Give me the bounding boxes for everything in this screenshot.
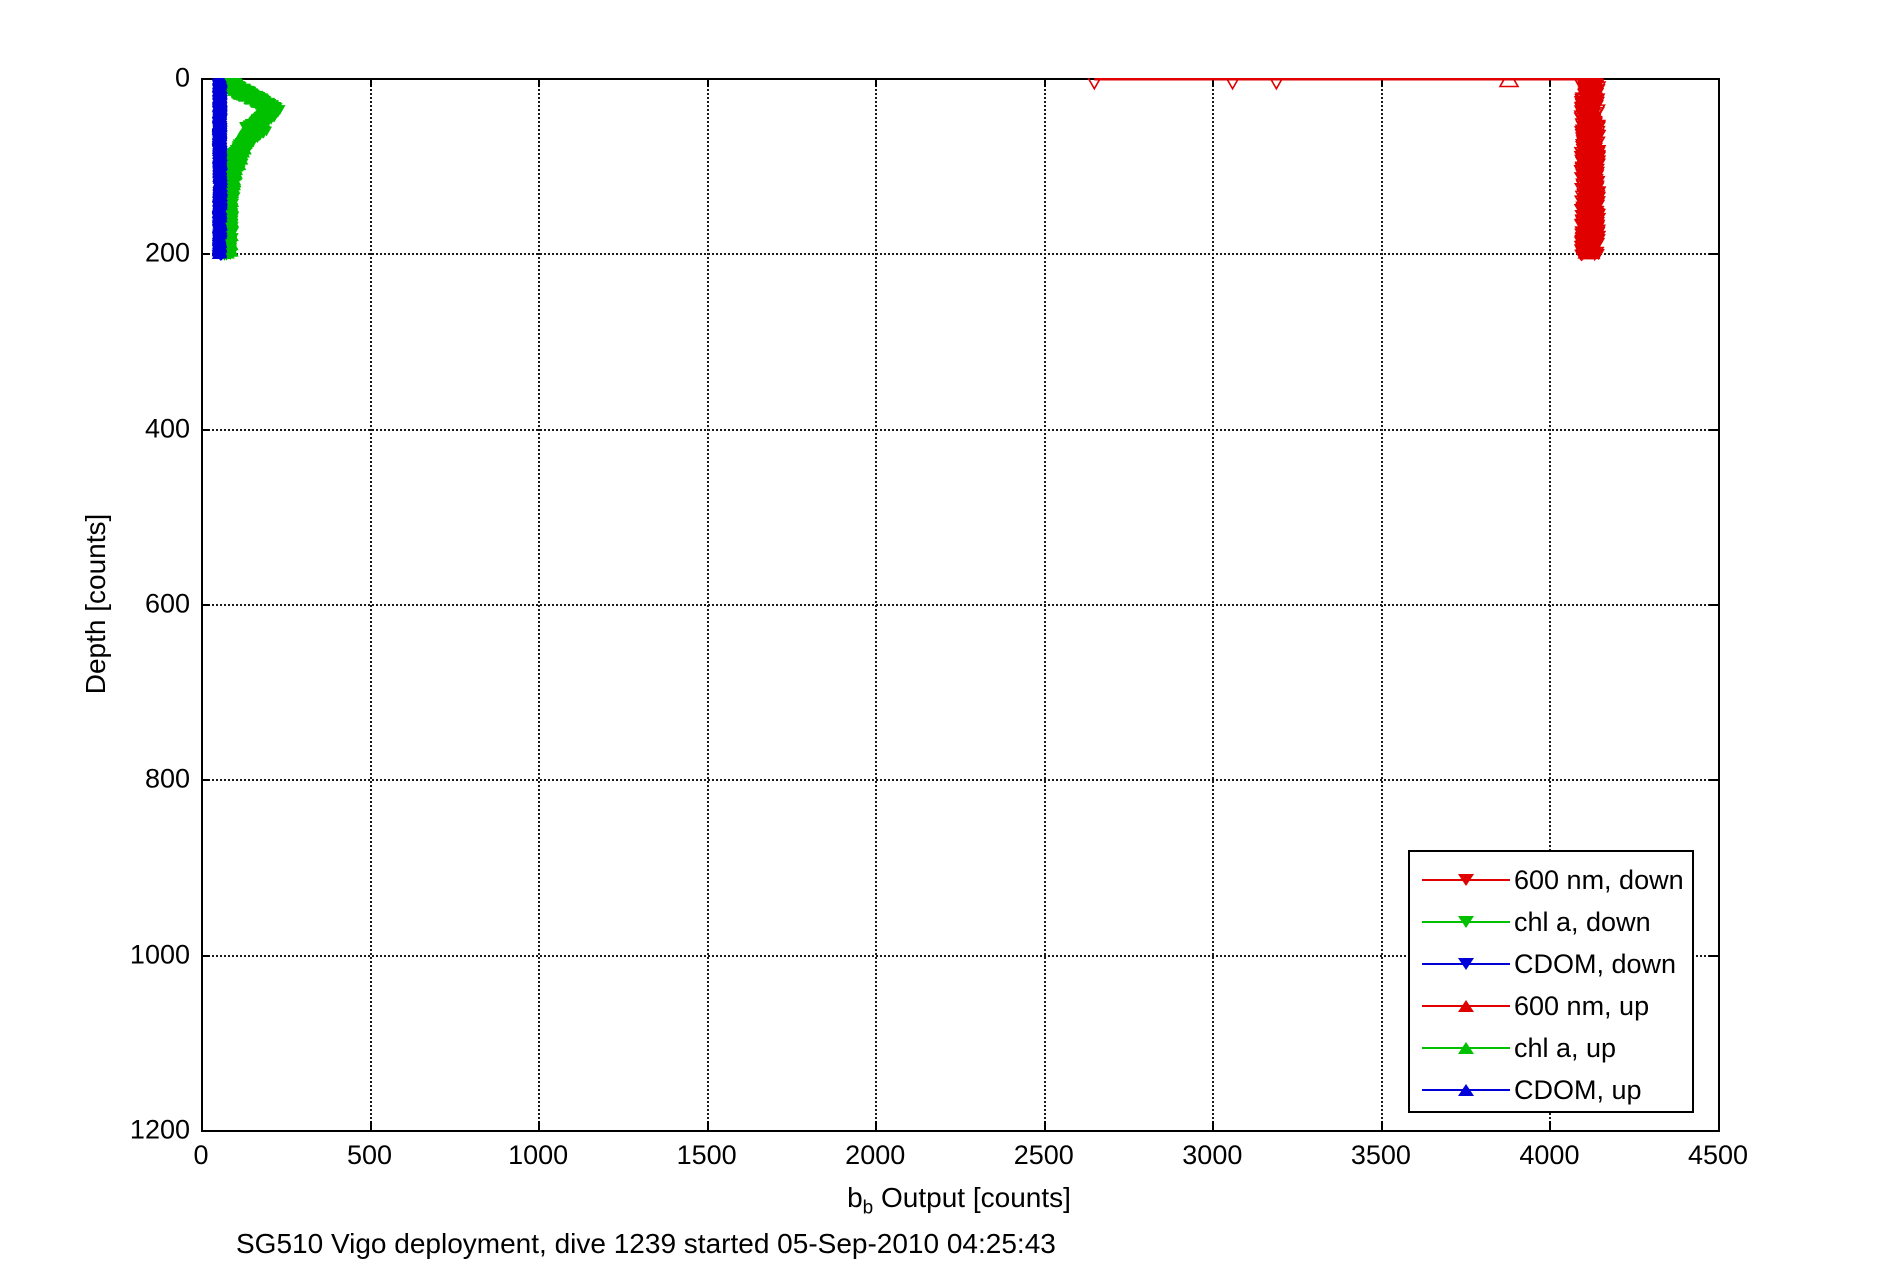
series-cdom-up <box>211 78 229 260</box>
x-tick-mark-top <box>201 78 203 87</box>
y-tick-label: 1200 <box>129 1114 190 1145</box>
legend-sample-triangle-down <box>1418 907 1514 937</box>
y-tick-mark <box>201 78 210 80</box>
x-axis-label-main: Output [counts] <box>881 1182 1071 1213</box>
y-tick-label: 400 <box>144 413 190 444</box>
y-tick-label: 0 <box>174 62 190 93</box>
y-tick-label: 1000 <box>129 939 190 970</box>
y-tick-mark-right <box>1709 428 1718 431</box>
plot-right-spine <box>1718 78 1720 1130</box>
x-axis-label-subscript: b <box>862 1197 874 1219</box>
legend-item[interactable]: chl a, down <box>1410 900 1696 944</box>
x-tick-mark-top <box>706 78 709 87</box>
y-tick-label: 600 <box>144 588 190 619</box>
legend-sample-triangle-up <box>1418 1033 1514 1063</box>
legend-sample-triangle-up <box>1418 1075 1514 1105</box>
triangle-down-icon <box>1458 958 1474 970</box>
x-tick-mark-top <box>875 78 878 87</box>
y-gridline <box>201 428 1718 431</box>
y-tick-mark <box>201 954 210 957</box>
legend-item-label: 600 nm, down <box>1514 864 1684 895</box>
y-tick-mark <box>201 779 210 782</box>
x-tick-mark <box>875 1121 878 1130</box>
x-tick-mark <box>1212 1121 1215 1130</box>
y-tick-label: 200 <box>144 237 190 268</box>
x-tick-mark <box>538 1121 541 1130</box>
triangle-down-icon <box>1458 916 1474 928</box>
legend-item[interactable]: CDOM, up <box>1410 1068 1696 1112</box>
x-tick-mark-top <box>1043 78 1046 87</box>
legend-item[interactable]: chl a, up <box>1410 1026 1696 1070</box>
x-tick-mark <box>201 1121 203 1130</box>
series-600-nm-down <box>1087 78 1607 262</box>
y-tick-label: 800 <box>144 763 190 794</box>
y-axis-label: Depth [counts] <box>80 513 111 695</box>
x-tick-mark-top <box>1380 78 1383 87</box>
x-tick-label: 1000 <box>508 1140 569 1170</box>
x-tick-label: 2000 <box>845 1140 906 1170</box>
x-tick-label: 2500 <box>1013 1140 1074 1170</box>
triangle-up-icon <box>1458 1042 1474 1054</box>
legend-item[interactable]: 600 nm, up <box>1410 984 1696 1028</box>
figure-subtitle: SG510 Vigo deployment, dive 1239 started… <box>236 1228 1056 1259</box>
x-tick-mark <box>1380 1121 1383 1130</box>
x-axis-label-prefix: b <box>847 1182 863 1213</box>
x-tick-mark-top <box>1549 78 1552 87</box>
data-series-layer <box>201 78 1718 1130</box>
legend-item-label: CDOM, down <box>1514 948 1677 979</box>
triangle-down-icon <box>1458 874 1474 886</box>
x-tick-label: 4000 <box>1519 1140 1580 1170</box>
legend-item-label: 600 nm, up <box>1514 990 1650 1021</box>
series-600-nm-up <box>1498 78 1603 260</box>
x-tick-label: 3000 <box>1182 1140 1243 1170</box>
y-tick-mark-right <box>1709 253 1718 256</box>
legend-box[interactable]: 600 nm, down chl a, down CDOM, down 600 nm,… <box>1408 850 1694 1113</box>
y-tick-mark <box>201 1130 210 1132</box>
x-tick-mark <box>1043 1121 1046 1130</box>
x-tick-label: 3500 <box>1350 1140 1411 1170</box>
y-tick-mark <box>201 428 210 431</box>
triangle-up-icon <box>1458 1000 1474 1012</box>
y-tick-mark-right <box>1709 604 1718 606</box>
legend-item-label: chl a, down <box>1514 906 1651 937</box>
x-tick-mark <box>706 1121 709 1130</box>
legend-sample-triangle-down <box>1418 865 1514 895</box>
legend-item[interactable]: 600 nm, down <box>1410 858 1696 902</box>
y-tick-mark-right <box>1709 78 1718 80</box>
y-gridline <box>201 604 1718 606</box>
y-tick-mark-right <box>1709 1130 1718 1132</box>
x-tick-mark <box>369 1121 372 1130</box>
x-tick-mark-top <box>538 78 541 87</box>
x-tick-label: 0 <box>193 1140 209 1170</box>
triangle-up-icon <box>1458 1084 1474 1096</box>
y-tick-mark-right <box>1709 779 1718 782</box>
legend-item-label: CDOM, up <box>1514 1074 1642 1105</box>
y-tick-mark <box>201 604 210 606</box>
x-tick-mark-top <box>1212 78 1215 87</box>
x-tick-label: 4500 <box>1687 1140 1749 1170</box>
y-tick-mark <box>201 253 210 256</box>
y-gridline <box>201 779 1718 782</box>
legend-item[interactable]: CDOM, down <box>1410 942 1696 986</box>
y-tick-mark-right <box>1709 954 1718 957</box>
legend-item-label: chl a, up <box>1514 1032 1617 1063</box>
x-axis-label: bb Output [counts] <box>847 1182 1071 1220</box>
data-plot-svg <box>211 78 1607 262</box>
x-tick-label: 500 <box>347 1140 393 1170</box>
x-tick-mark-top <box>369 78 372 87</box>
y-gridline <box>201 954 1718 957</box>
x-tick-mark <box>1718 1121 1720 1130</box>
plot-top-spine <box>201 78 1718 80</box>
legend-sample-triangle-up <box>1418 991 1514 1021</box>
x-tick-label: 1500 <box>676 1140 737 1170</box>
y-gridline <box>201 253 1718 256</box>
x-tick-mark <box>1549 1121 1552 1130</box>
x-tick-mark-top <box>1718 78 1720 87</box>
legend-sample-triangle-down <box>1418 949 1514 979</box>
